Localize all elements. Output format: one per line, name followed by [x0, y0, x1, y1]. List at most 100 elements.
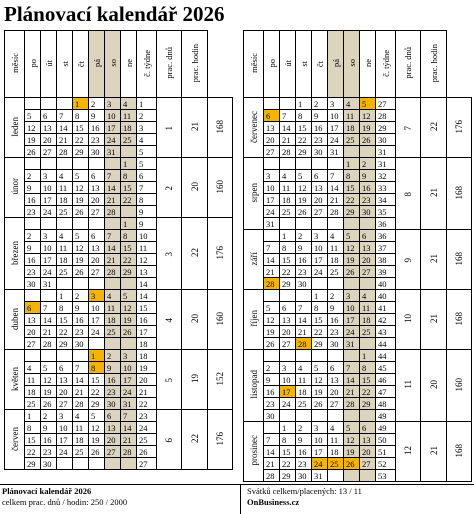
day-cell: 7 — [104, 229, 121, 242]
week-number: 6 — [136, 169, 157, 182]
footer-right: Svátků celkem/placených: 13 / 11 OnBusin… — [247, 486, 362, 508]
week-row: 29 30 27 — [5, 457, 233, 470]
day-cell — [120, 145, 137, 158]
day-cell: 30 — [359, 205, 376, 218]
week-number: 26 — [136, 445, 157, 458]
header-label: měsíc — [9, 53, 20, 73]
month-index-cell: 7 — [395, 97, 421, 158]
day-cell: 13 — [263, 121, 280, 134]
day-cell — [327, 157, 344, 170]
day-cell: 5 — [343, 421, 360, 434]
day-cell: 6 — [311, 169, 328, 182]
week-row: 26 27 28 29 30 31 44 — [244, 337, 472, 350]
week-number: 37 — [375, 241, 396, 254]
day-cell: 18 — [120, 121, 137, 134]
week-row: 18 19 20 21 22 23 24 21 — [5, 385, 233, 398]
day-cell — [56, 217, 73, 230]
day-cell — [56, 457, 73, 470]
day-cell: 8 — [343, 169, 360, 182]
day-cell: 4 — [24, 361, 41, 374]
day-cell: 3 — [104, 97, 121, 110]
day-cell: 13 — [40, 121, 57, 134]
month-hours: 168 — [454, 185, 464, 200]
day-cell — [359, 469, 376, 482]
day-cell: 16 — [88, 121, 105, 134]
month-name: únor — [9, 178, 20, 195]
month-name-cell: prosinec — [243, 421, 264, 482]
day-cell: 2 — [72, 289, 89, 302]
day-cell: 19 — [343, 253, 360, 266]
day-cell — [72, 457, 89, 470]
day-cell: 26 — [343, 457, 360, 470]
day-cell — [24, 97, 41, 110]
day-cell: 27 — [359, 265, 376, 278]
day-cell: 20 — [56, 385, 73, 398]
month-days: 19 — [189, 374, 200, 383]
day-cell: 3 — [40, 169, 57, 182]
month-hours-cell: 160 — [207, 157, 233, 218]
day-cell: 1 — [120, 157, 137, 170]
day-cell: 16 — [72, 313, 89, 326]
day-cell: 27 — [88, 265, 105, 278]
day-cell: 8 — [279, 241, 296, 254]
day-cell: 17 — [56, 433, 73, 446]
day-cell: 10 — [40, 181, 57, 194]
week-number: 39 — [375, 265, 396, 278]
day-cell: 18 — [279, 193, 296, 206]
day-cell — [343, 469, 360, 482]
day-cell: 12 — [24, 121, 41, 134]
week-number: 25 — [136, 433, 157, 446]
week-row: květen 1 2 3 18 5 19 152 — [4, 349, 233, 410]
week-row: 6 7 8 9 10 11 12 28 — [244, 109, 472, 122]
footer-left: Plánovací kalendář 2026 celkem prac. dnů… — [2, 486, 127, 508]
month-days-cell: 21 — [420, 157, 447, 230]
day-cell — [56, 97, 73, 110]
day-cell: 21 — [279, 133, 296, 146]
day-cell: 11 — [120, 109, 137, 122]
month-index: 2 — [164, 186, 174, 191]
month-index-cell: 6 — [156, 409, 182, 470]
month-hours-cell: 168 — [446, 157, 472, 230]
month-name: červen — [9, 426, 20, 451]
day-cell: 23 — [311, 133, 328, 146]
week-number: 21 — [136, 385, 157, 398]
month-name-cell: listopad — [243, 349, 264, 422]
day-cell: 28 — [56, 145, 73, 158]
day-cell: 21 — [343, 385, 360, 398]
day-cell: 27 — [263, 145, 280, 158]
week-number: 35 — [375, 205, 396, 218]
day-cell: 5 — [72, 229, 89, 242]
day-cell: 1 — [359, 349, 376, 362]
month-name: srpen — [248, 182, 259, 203]
day-cell: 24 — [88, 325, 105, 338]
day-cell: 21 — [104, 193, 121, 206]
day-cell: 24 — [343, 325, 360, 338]
month-days-cell: 22 — [181, 217, 208, 290]
day-cell — [279, 289, 296, 302]
week-number: 15 — [136, 301, 157, 314]
day-cell — [279, 97, 296, 110]
day-cell: 18 — [24, 385, 41, 398]
day-cell: 4 — [343, 97, 360, 110]
week-number: 19 — [136, 361, 157, 374]
day-cell: 11 — [279, 181, 296, 194]
week-number: 3 — [136, 121, 157, 134]
day-cell: 14 — [263, 445, 280, 458]
day-cell: 4 — [295, 361, 312, 374]
day-cell: 23 — [24, 265, 41, 278]
month-days-cell: 21 — [181, 97, 208, 158]
day-cell — [263, 157, 280, 170]
day-cell: 18 — [343, 121, 360, 134]
day-cell: 7 — [72, 361, 89, 374]
day-cell: 20 — [311, 193, 328, 206]
day-cell — [279, 349, 296, 362]
day-cell: 19 — [88, 433, 105, 446]
day-cell: 24 — [40, 265, 57, 278]
day-cell: 3 — [56, 409, 73, 422]
day-cell: 19 — [295, 193, 312, 206]
day-cell: 22 — [311, 325, 328, 338]
month-hours-cell: 160 — [207, 289, 233, 350]
month-days: 21 — [428, 446, 439, 455]
day-cell: 10 — [343, 301, 360, 314]
